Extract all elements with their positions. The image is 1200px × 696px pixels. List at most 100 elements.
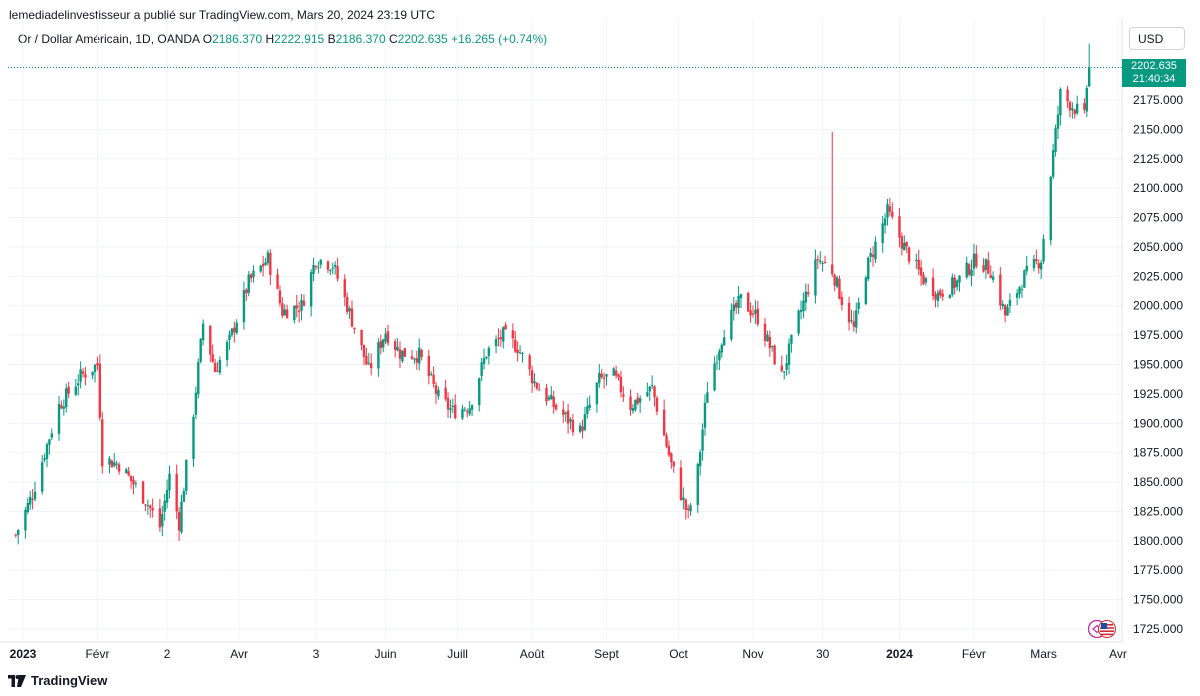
candle-body (1051, 150, 1055, 177)
candle-body (672, 461, 675, 467)
candle-body (468, 408, 471, 415)
candle-body (247, 274, 250, 293)
candle-body (999, 274, 1002, 306)
candle-body (348, 308, 351, 312)
candle-body (581, 426, 584, 431)
candle-body (533, 381, 536, 384)
candle-body (881, 223, 884, 244)
candle-body (838, 278, 841, 299)
ohlc-low-label: B (327, 32, 336, 46)
candle-body (216, 370, 219, 372)
price-tick-label: 1825.000 (1133, 504, 1183, 518)
candle-body (586, 406, 589, 415)
tradingview-logo-icon (8, 674, 26, 687)
candle-body (379, 340, 382, 349)
candle-body (480, 362, 483, 377)
candle-body (309, 272, 313, 307)
publication-attribution: lemediadelinvestisseur a publié sur Trad… (9, 8, 435, 22)
candle-body (1073, 109, 1076, 115)
candle-body (41, 462, 44, 492)
price-tick-label: 2175.000 (1133, 93, 1183, 107)
candle-body (763, 323, 767, 341)
candle-body (552, 396, 555, 407)
candle-body (1042, 238, 1045, 262)
candle-body (787, 343, 791, 366)
price-tick-label: 1750.000 (1133, 593, 1183, 607)
candle-body (638, 398, 642, 403)
candle-body (802, 300, 805, 312)
candle-body (511, 330, 515, 339)
candle-body (343, 279, 346, 297)
candle-body (562, 409, 565, 415)
candle-body (754, 309, 757, 314)
candle-body (499, 337, 503, 340)
candle-body (249, 274, 253, 279)
time-tick-label: 3 (313, 647, 320, 661)
candle-body (319, 259, 322, 265)
candle-body (578, 425, 582, 432)
candle-body (514, 339, 517, 352)
candle-body (367, 362, 370, 364)
candle-body (163, 500, 166, 512)
candle-body (295, 305, 298, 309)
price-tick-label: 2025.000 (1133, 269, 1183, 283)
time-tick-label: Avr (230, 647, 248, 661)
candle-body (814, 259, 817, 296)
candle-body (264, 262, 267, 265)
candle-body (350, 308, 354, 327)
candle-body (43, 458, 46, 460)
candle-body (96, 363, 99, 366)
candle-body (29, 496, 32, 505)
price-tick-label: 1850.000 (1133, 475, 1183, 489)
candle-body (566, 410, 570, 424)
candle-body (907, 247, 911, 262)
candle-body (720, 344, 723, 353)
candle-body (413, 358, 416, 360)
candle-body (850, 319, 853, 321)
candle-body (242, 289, 246, 323)
price-tick-label: 2100.000 (1133, 181, 1183, 195)
ohlc-close-value: 2202.635 (397, 32, 448, 46)
candle-body (297, 310, 301, 312)
candle-body (1087, 67, 1091, 87)
candle-body (936, 292, 940, 302)
candle-body (293, 305, 296, 321)
candle-body (1015, 293, 1019, 298)
candle-body (730, 310, 733, 340)
candle-body (737, 295, 740, 308)
candle-body (588, 404, 591, 408)
candle-body (653, 386, 656, 398)
currency-button[interactable]: USD (1129, 27, 1185, 50)
candle-body (192, 416, 195, 460)
candle-body (1066, 89, 1069, 102)
tradingview-brand[interactable]: TradingView (8, 673, 107, 688)
candle-body (57, 403, 61, 434)
candle-body (972, 253, 976, 269)
candle-body (857, 302, 860, 309)
ohlc-open-label: O (202, 32, 213, 46)
candle-body (804, 291, 808, 303)
symbol-name[interactable]: Or / Dollar Américain, 1D, OANDA (18, 32, 200, 46)
candle-body (847, 302, 851, 323)
price-tick-label: 1900.000 (1133, 416, 1183, 430)
candle-body (185, 459, 188, 491)
candle-body (396, 347, 399, 351)
candle-body (686, 508, 690, 511)
candle-body (26, 502, 30, 512)
candle-body (369, 363, 373, 369)
candle-body (696, 464, 699, 505)
time-tick-label: 2 (164, 647, 171, 661)
candle-body (605, 374, 608, 377)
candle-body (665, 435, 668, 447)
candle-body (300, 299, 303, 311)
candle-body (314, 266, 318, 268)
candle-body (151, 508, 154, 511)
candle-body (528, 355, 531, 370)
candle-body (619, 376, 623, 393)
candle-body (662, 409, 666, 436)
candle-body (74, 386, 78, 395)
us-flag-icon[interactable] (1088, 619, 1118, 639)
candle-body (922, 274, 925, 284)
candle-body (266, 252, 270, 264)
